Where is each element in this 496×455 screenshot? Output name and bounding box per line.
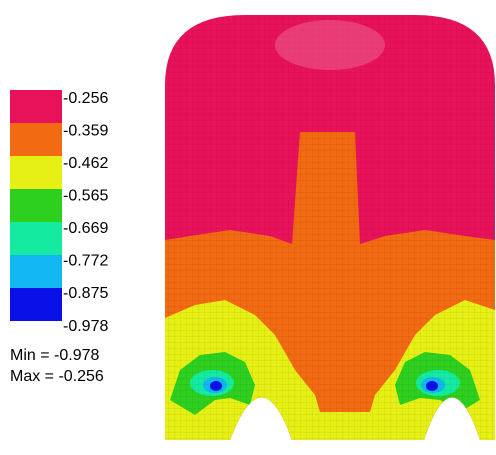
legend-label: -0.669 xyxy=(63,220,108,237)
legend-swatch xyxy=(10,156,62,189)
legend-label: -0.256 xyxy=(63,90,108,107)
legend-label: -0.359 xyxy=(63,123,108,140)
vessel-mesh xyxy=(165,15,495,440)
legend-label: -0.772 xyxy=(63,253,108,270)
min-label: Min = -0.978 xyxy=(10,347,99,364)
legend-swatch xyxy=(10,189,62,222)
max-label: Max = -0.256 xyxy=(10,368,104,385)
legend-swatch xyxy=(10,255,62,288)
legend-label: -0.565 xyxy=(63,188,108,205)
legend-label: -0.978 xyxy=(63,318,108,335)
legend-label: -0.875 xyxy=(63,285,108,302)
legend: -0.256 -0.359 -0.462 -0.565 -0.669 -0.772 -0.8… xyxy=(10,90,108,335)
legend-swatch xyxy=(10,123,62,156)
legend-swatch xyxy=(10,90,62,123)
legend-swatch xyxy=(10,288,62,321)
legend-swatch xyxy=(10,222,62,255)
legend-label: -0.462 xyxy=(63,155,108,172)
